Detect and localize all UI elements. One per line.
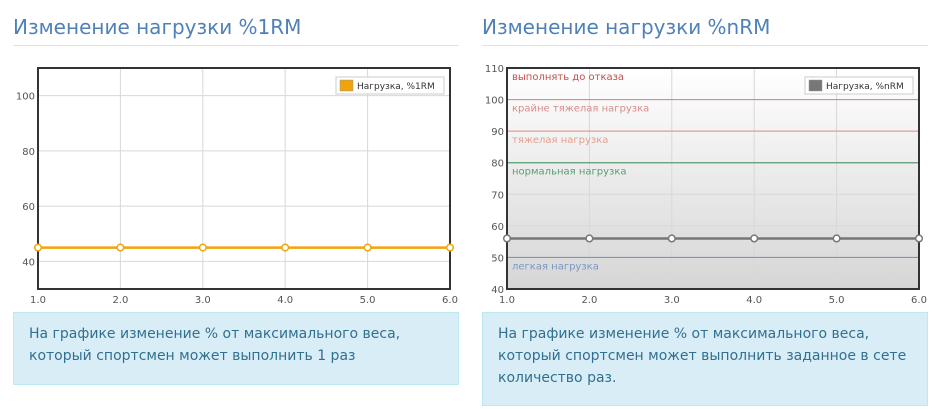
y-tick-label: 100 xyxy=(16,92,35,103)
chart-title-1rm: Изменение нагрузки %1RM xyxy=(13,15,302,39)
legend-label: Нагрузка, %1RM xyxy=(357,82,435,92)
y-tick-label: 40 xyxy=(22,257,35,268)
y-tick-label: 80 xyxy=(491,159,504,170)
data-point xyxy=(33,243,43,252)
x-tick-label: 1.0 xyxy=(30,295,46,306)
data-point xyxy=(914,234,924,243)
data-point xyxy=(445,243,455,252)
x-tick-label: 3.0 xyxy=(664,295,680,306)
plot-background xyxy=(38,68,450,289)
x-tick-label: 4.0 xyxy=(746,295,762,306)
legend-swatch xyxy=(339,79,354,92)
chart-nrm: выполнять до отказа крайне тяжелая нагруз… xyxy=(485,64,927,306)
x-tick-label: 5.0 xyxy=(360,295,376,306)
x-tick-label: 6.0 xyxy=(911,295,927,306)
legend-box xyxy=(335,76,445,95)
title-divider xyxy=(482,45,928,46)
y-tick-label: 60 xyxy=(22,202,35,213)
x-tick-label: 1.0 xyxy=(499,295,515,306)
zone-label: легкая нагрузка xyxy=(512,261,599,272)
zone-label: тяжелая нагрузка xyxy=(512,135,608,146)
zone-label: крайне тяжелая нагрузка xyxy=(512,104,649,115)
data-point xyxy=(502,234,512,243)
legend-swatch xyxy=(808,79,823,92)
data-point xyxy=(198,243,207,252)
y-tick-label: 70 xyxy=(491,190,504,201)
info-note-nrm: На графике изменение % от максимального … xyxy=(482,312,928,406)
zone-label: нормальная нагрузка xyxy=(512,167,627,178)
data-point xyxy=(585,234,594,243)
y-tick-label: 110 xyxy=(485,64,504,75)
data-point xyxy=(116,243,125,252)
x-tick-label: 3.0 xyxy=(195,295,211,306)
x-tick-label: 2.0 xyxy=(112,295,128,306)
data-point xyxy=(281,243,290,252)
data-point xyxy=(363,243,372,252)
data-point xyxy=(667,234,676,243)
y-tick-label: 80 xyxy=(22,147,35,158)
y-tick-label: 60 xyxy=(491,222,504,233)
plot-frame xyxy=(506,67,920,290)
title-divider xyxy=(13,45,459,46)
y-tick-label: 100 xyxy=(485,96,504,107)
y-tick-label: 40 xyxy=(491,285,504,296)
data-point xyxy=(750,234,759,243)
legend-label: Нагрузка, %nRM xyxy=(826,82,904,92)
legend-box xyxy=(804,76,914,95)
info-note-1rm: На графике изменение % от максимального … xyxy=(13,312,459,385)
plot-background xyxy=(507,68,919,289)
chart-title-nrm: Изменение нагрузки %nRM xyxy=(482,15,771,39)
x-tick-label: 5.0 xyxy=(829,295,845,306)
y-tick-label: 90 xyxy=(491,127,504,138)
x-tick-label: 6.0 xyxy=(442,295,458,306)
x-tick-label: 2.0 xyxy=(581,295,597,306)
y-tick-label: 50 xyxy=(491,253,504,264)
data-point xyxy=(832,234,841,243)
plot-frame xyxy=(37,67,451,290)
zone-label: выполнять до отказа xyxy=(512,72,624,83)
chart-1rm: 1.0 2.0 3.0 4.0 5.0 6.0 40 60 80 100 Нагрузка, %1R… xyxy=(16,67,458,306)
x-tick-label: 4.0 xyxy=(277,295,293,306)
